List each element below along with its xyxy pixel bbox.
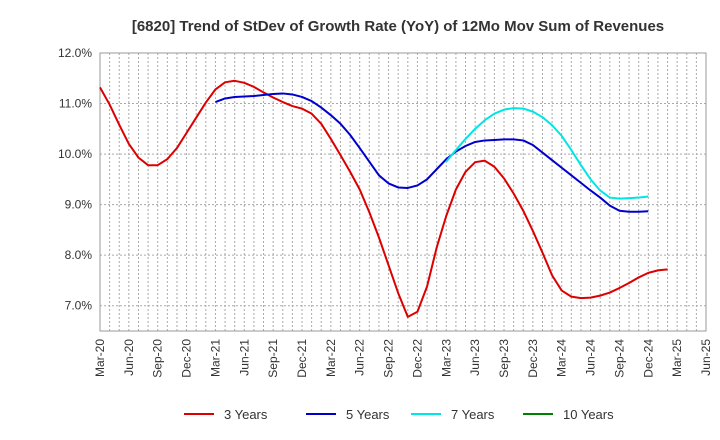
plot-area <box>100 53 706 331</box>
series-lines <box>99 79 668 318</box>
x-tick-label: Dec-23 <box>526 339 540 378</box>
x-tick-label: Sep-22 <box>382 339 396 378</box>
chart-title: [6820] Trend of StDev of Growth Rate (Yo… <box>132 18 664 35</box>
y-tick-label: 9.0% <box>65 198 93 212</box>
x-tick-label: Mar-24 <box>555 339 569 377</box>
x-tick-label: Mar-21 <box>208 339 222 377</box>
x-tick-label: Sep-23 <box>497 339 511 378</box>
x-tick-label: Dec-22 <box>410 339 424 378</box>
legend-label: 7 Years <box>451 407 495 422</box>
y-axis-ticks: 7.0% 8.0% 9.0% 10.0% 11.0% 12.0% <box>58 46 92 313</box>
x-tick-label: Jun-24 <box>584 339 598 376</box>
x-tick-label: Mar-20 <box>93 339 107 377</box>
series-line-7-years <box>445 107 649 200</box>
x-tick-label: Sep-24 <box>612 339 626 378</box>
x-tick-label: Mar-23 <box>439 339 453 377</box>
y-tick-label: 7.0% <box>65 299 93 313</box>
legend-label: 10 Years <box>563 407 614 422</box>
x-tick-label: Jun-21 <box>237 339 251 376</box>
x-tick-label: Sep-20 <box>151 339 165 378</box>
y-tick-label: 8.0% <box>65 248 93 262</box>
x-tick-label: Mar-22 <box>324 339 338 377</box>
x-tick-label: Sep-21 <box>266 339 280 378</box>
plot-border <box>99 52 707 332</box>
x-tick-label: Dec-21 <box>295 339 309 378</box>
y-tick-label: 10.0% <box>58 147 92 161</box>
series-line-3-years <box>99 79 668 318</box>
x-tick-label: Jun-22 <box>353 339 367 376</box>
x-tick-label: Jun-20 <box>122 339 136 376</box>
y-tick-label: 12.0% <box>58 46 92 60</box>
x-tick-label: Mar-25 <box>670 339 684 377</box>
legend-label: 5 Years <box>346 407 390 422</box>
legend-label: 3 Years <box>224 407 268 422</box>
x-axis-ticks: Mar-20 Jun-20 Sep-20 Dec-20 Mar-21 Jun-21 Sep-… <box>93 339 713 378</box>
x-tick-label: Dec-24 <box>641 339 655 378</box>
x-tick-label: Jun-25 <box>699 339 713 376</box>
legend: 3 Years 5 Years 7 Years 10 Years <box>184 407 614 422</box>
series-line-5-years <box>215 92 649 213</box>
y-tick-label: 11.0% <box>59 97 92 111</box>
x-tick-label: Dec-20 <box>180 339 194 378</box>
x-tick-label: Jun-23 <box>468 339 482 376</box>
